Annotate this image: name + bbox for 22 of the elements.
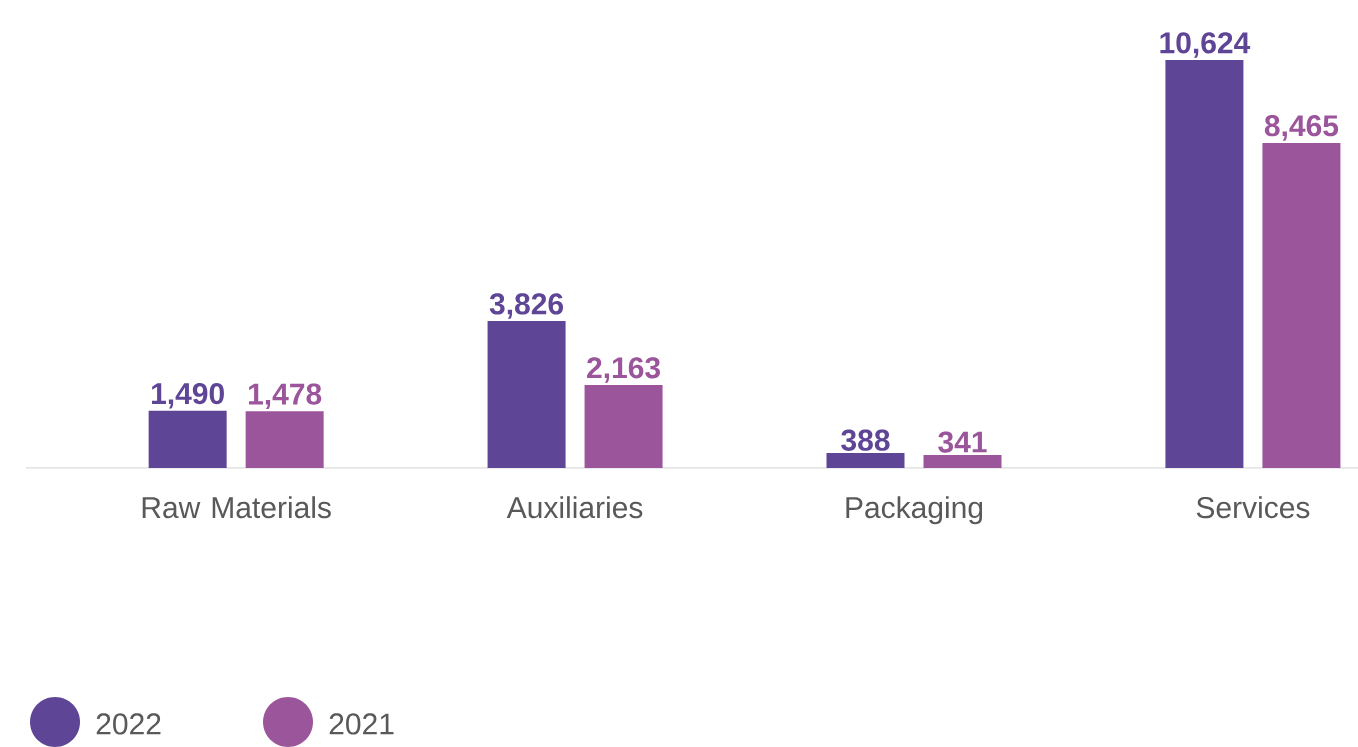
- bar: [487, 321, 566, 468]
- x-tick-label: Services: [1196, 496, 1310, 519]
- bar: [1165, 59, 1244, 468]
- data-label: 388: [841, 429, 890, 451]
- legend-label: 2022: [96, 713, 161, 735]
- x-tick-label: Packaging: [846, 496, 983, 525]
- data-label: 1,478: [248, 383, 322, 410]
- data-label: 341: [938, 431, 987, 453]
- bar: [826, 453, 905, 468]
- bar: [923, 454, 1002, 468]
- bar: [148, 410, 227, 468]
- bar: [1262, 142, 1341, 468]
- data-label: 1,490: [151, 382, 224, 409]
- data-label: 3,826: [489, 293, 564, 319]
- data-label: 10,624: [1160, 32, 1251, 58]
- data-label: 8,465: [1264, 115, 1339, 141]
- x-tick-label: Raw Materials: [142, 496, 331, 519]
- data-label: 2,163: [587, 357, 661, 383]
- bar: [245, 411, 324, 468]
- x-tick-label: Auxiliaries: [506, 496, 643, 519]
- bar: [584, 384, 663, 468]
- legend-label: 2021: [329, 713, 394, 735]
